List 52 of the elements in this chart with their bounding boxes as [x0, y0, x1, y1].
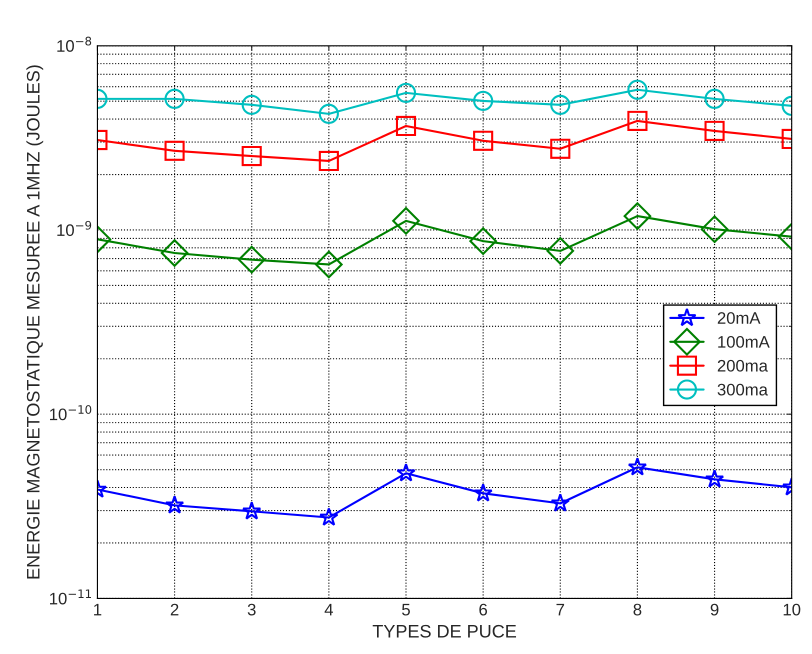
point	[704, 469, 724, 488]
x-axis-title: TYPES DE PUCE	[372, 624, 516, 638]
point	[627, 80, 648, 100]
point	[315, 250, 343, 278]
point	[318, 104, 339, 124]
point	[700, 215, 728, 244]
x-tick-label: 7	[556, 604, 564, 616]
point	[704, 88, 725, 109]
point	[164, 495, 184, 514]
point	[396, 116, 416, 136]
x-tick-label: 3	[248, 604, 256, 616]
y-tick-label: 10$^{−8}$	[57, 36, 92, 52]
x-tick-label: 9	[710, 604, 718, 616]
point	[242, 94, 262, 115]
point	[164, 140, 185, 161]
x-tick-label: 8	[634, 604, 642, 616]
point	[550, 94, 570, 115]
x-tick-label: 1	[94, 604, 102, 616]
x-tick-label: 4	[324, 604, 334, 616]
y-axis-title: ENERGIE MAGNETOSTATIQUE MESUREE A 1MHZ (JOULES)	[26, 65, 44, 578]
point	[164, 88, 185, 109]
point	[396, 463, 416, 482]
legend-label: 200ma	[718, 360, 768, 372]
x-tick-label: 5	[402, 604, 410, 616]
point	[628, 457, 648, 476]
point	[550, 493, 570, 512]
point	[319, 507, 338, 526]
legend-label: 100mA	[718, 336, 770, 348]
point	[238, 246, 266, 274]
point	[546, 237, 574, 265]
point	[160, 239, 188, 267]
point	[242, 501, 262, 520]
point	[627, 110, 648, 131]
legend-label: 20mA	[718, 312, 760, 324]
point	[392, 207, 420, 235]
point	[473, 90, 494, 111]
y-tick-label: 10$^{−9}$	[57, 220, 92, 236]
point	[624, 202, 652, 230]
point	[318, 150, 339, 172]
x-tick-label: 10	[784, 604, 800, 616]
y-tick-label: 10$^{−11}$	[50, 589, 91, 604]
y-tick-label: 10$^{−10}$	[50, 405, 92, 420]
legend-label: 300ma	[718, 384, 768, 396]
x-tick-label: 6	[479, 604, 488, 616]
point	[473, 130, 494, 151]
point	[474, 483, 493, 502]
point	[704, 120, 725, 141]
point	[242, 146, 262, 166]
point	[469, 227, 497, 255]
point	[396, 82, 416, 103]
point	[550, 138, 570, 159]
x-tick-label: 2	[170, 604, 178, 616]
